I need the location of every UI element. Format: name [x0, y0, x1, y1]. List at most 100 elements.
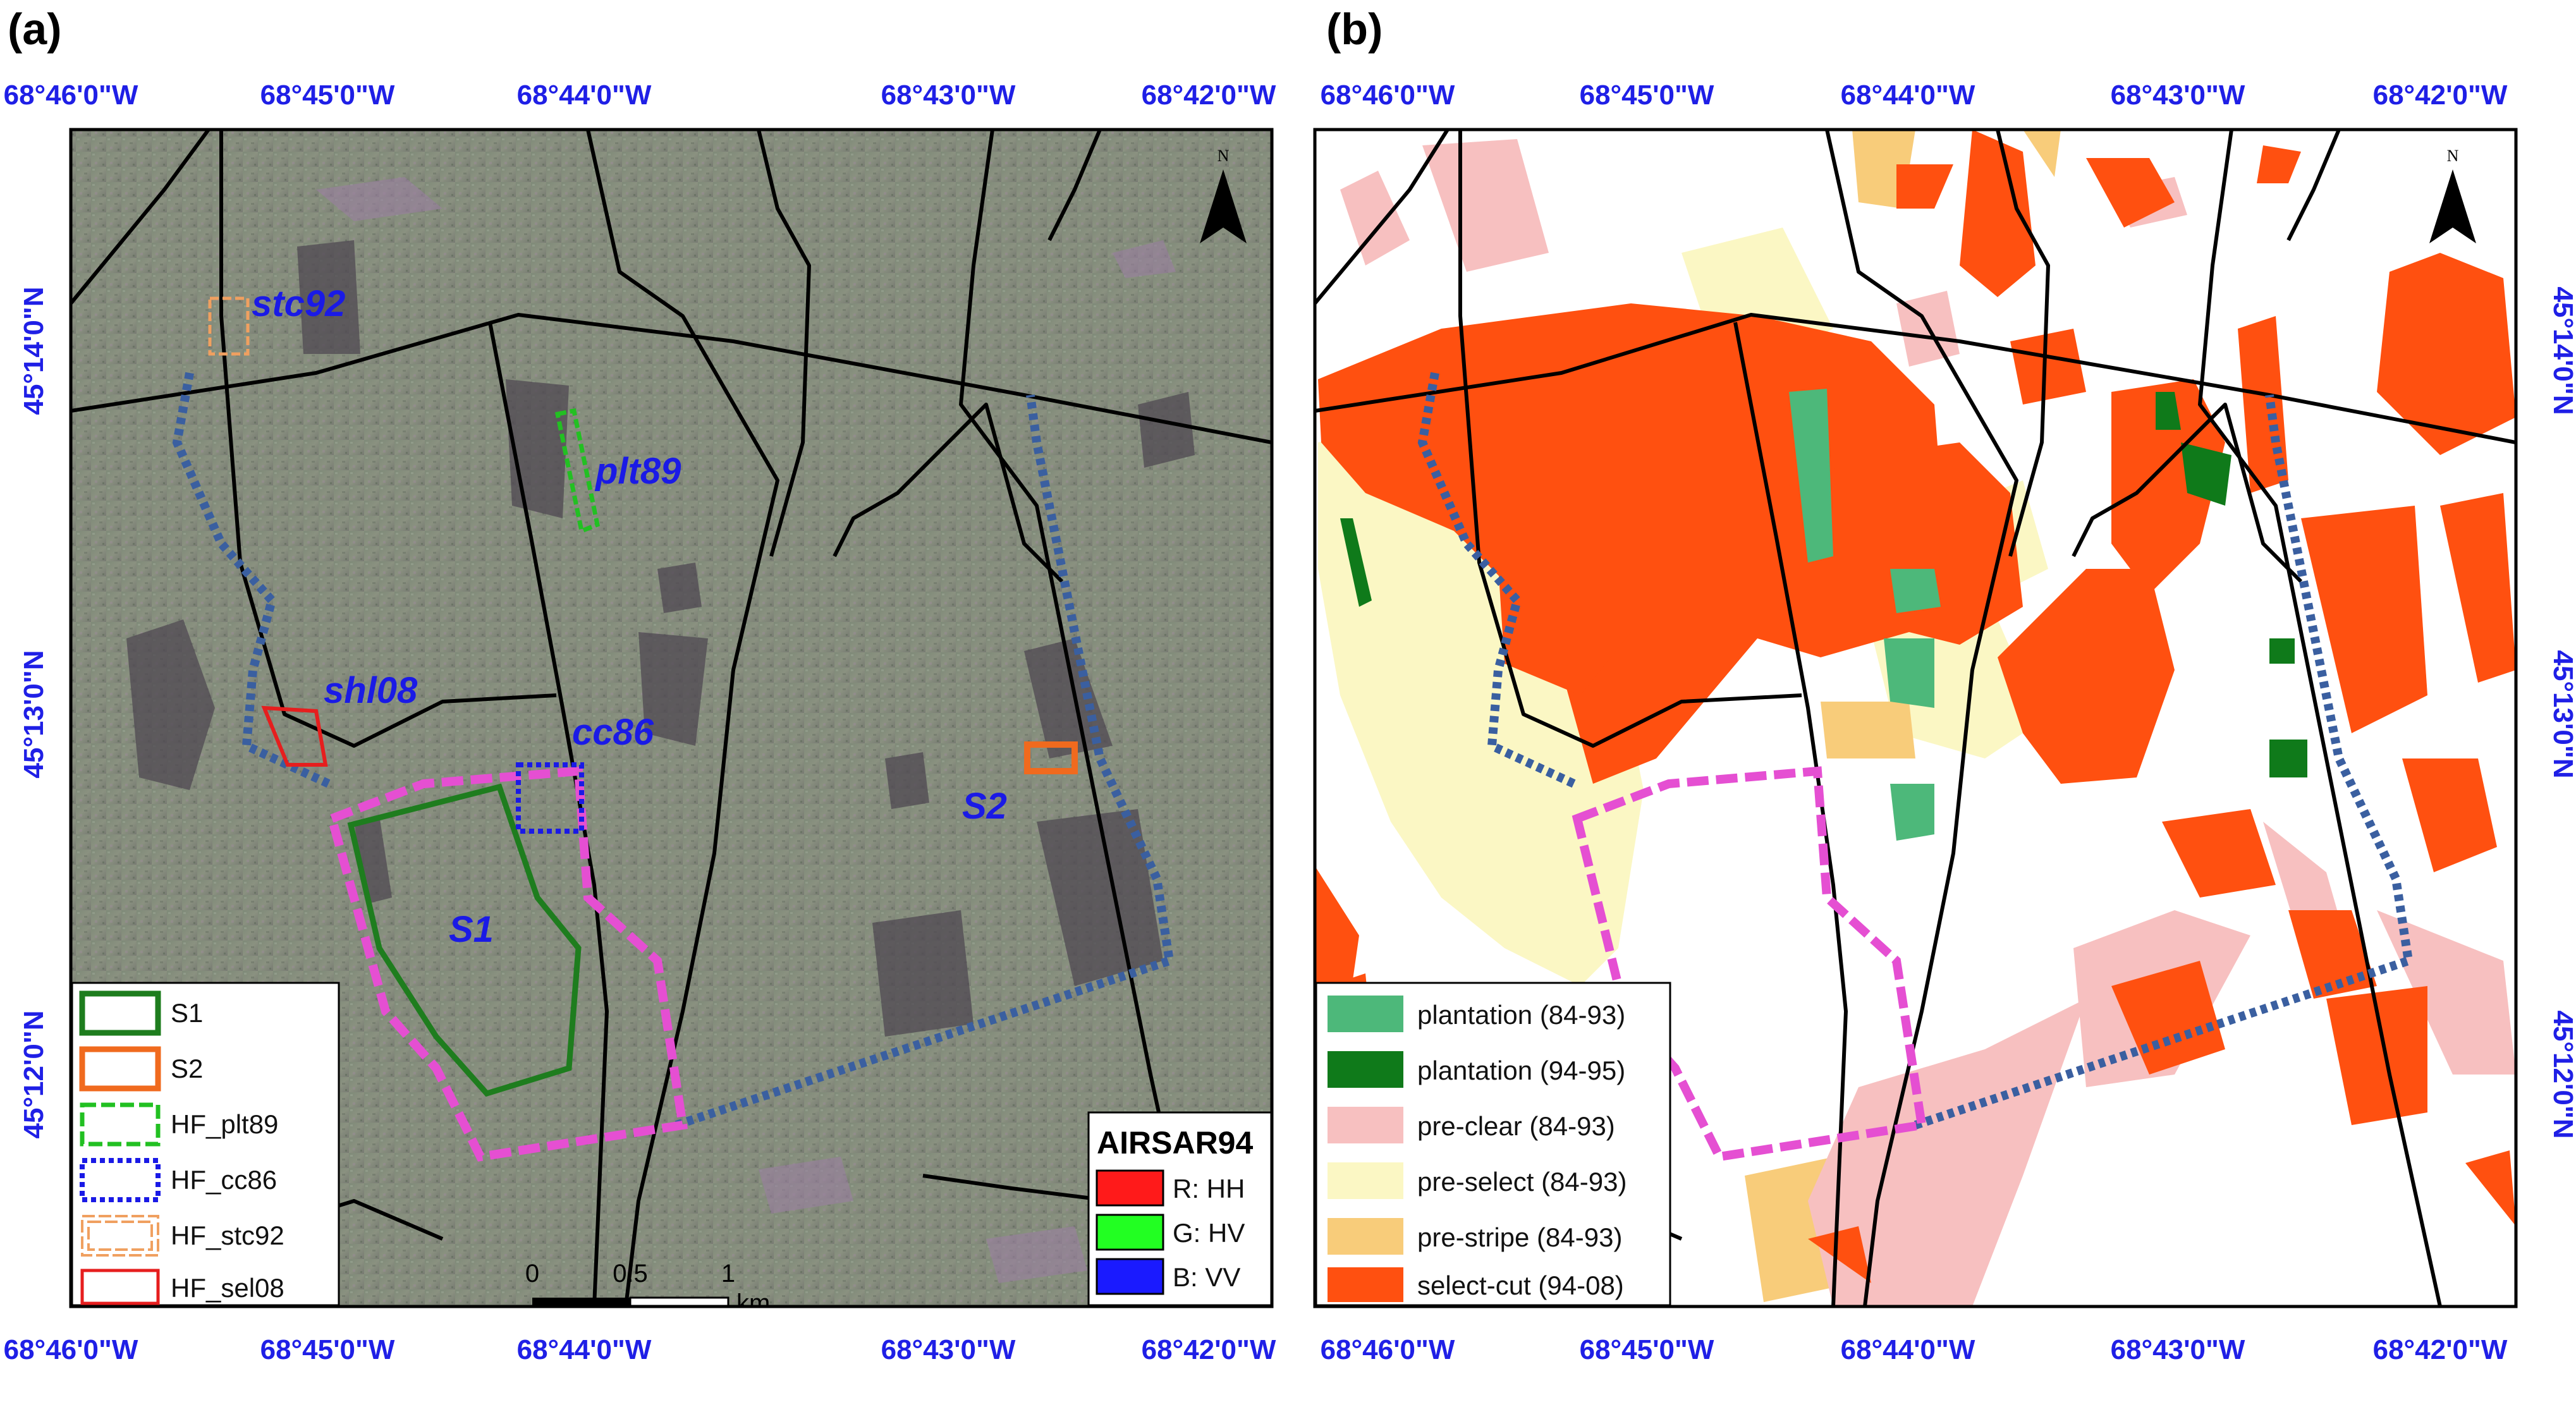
- right-tick: 45°14'0"N: [2548, 286, 2576, 415]
- site-label-plt89: plt89: [594, 451, 681, 492]
- plt89-polygon: [554, 408, 601, 534]
- legend-item: S1: [79, 990, 203, 1036]
- svg-text:G: HV: G: HV: [1173, 1218, 1245, 1248]
- left-tick: 45°14'0"N: [18, 286, 49, 415]
- svg-text:HF_plt89: HF_plt89: [171, 1109, 278, 1139]
- site-label-s2: S2: [962, 786, 1007, 827]
- site-label-shl08: shl08: [324, 670, 418, 711]
- bottom-tick: 68°44'0"W: [1841, 1334, 1975, 1365]
- panel-a-label: (a): [8, 4, 62, 54]
- scale-bar: 0 0.5 1 km: [525, 1260, 770, 1317]
- bottom-tick: 68°46'0"W: [1321, 1334, 1455, 1365]
- legend-item: plantation (94-95): [1328, 1051, 1625, 1088]
- right-tick: 45°12'0"N: [2548, 1010, 2576, 1138]
- panel-b-frame: [1313, 128, 2518, 1308]
- panel-a-frame: [69, 128, 1274, 1308]
- legend-item: pre-clear (84-93): [1328, 1107, 1615, 1143]
- top-tick: 68°45'0"W: [1580, 80, 1714, 111]
- stc92-polygon: [208, 296, 250, 356]
- svg-text:B: VV: B: VV: [1173, 1262, 1240, 1292]
- bottom-tick: 68°42'0"W: [1142, 1334, 1276, 1365]
- bottom-tick: 68°46'0"W: [4, 1334, 138, 1365]
- legend-item: plantation (84-93): [1328, 996, 1625, 1032]
- top-tick: 68°46'0"W: [1321, 80, 1455, 111]
- svg-text:S1: S1: [171, 998, 203, 1028]
- top-tick: 68°43'0"W: [2111, 80, 2245, 111]
- panel-a-left-ticks: 45°14'0"N 45°13'0"N 45°12'0"N: [18, 286, 49, 1138]
- legend-item: HF_stc92: [81, 1215, 284, 1257]
- svg-text:km: km: [736, 1289, 770, 1317]
- svg-text:0: 0: [525, 1260, 539, 1288]
- cc86-polygon: [516, 762, 584, 834]
- bottom-tick: 68°45'0"W: [260, 1334, 395, 1365]
- plantation-84-93-areas: [1789, 389, 1941, 841]
- site-label-cc86: cc86: [572, 712, 654, 753]
- svg-text:S2: S2: [171, 1054, 203, 1083]
- s1-hf-boundary: [326, 766, 688, 1162]
- svg-text:pre-select (84-93): pre-select (84-93): [1417, 1167, 1627, 1197]
- panel-a: (a) 68°46'0"W 68°45'0"W 68°44'0"W 68°43'…: [4, 4, 1276, 1365]
- panel-a-bottom-ticks: 68°46'0"W 68°45'0"W 68°44'0"W 68°43'0"W …: [4, 1334, 1276, 1365]
- legend-item: select-cut (94-08): [1328, 1267, 1624, 1302]
- svg-text:HF_cc86: HF_cc86: [171, 1165, 277, 1195]
- panel-a-top-ticks: 68°46'0"W 68°45'0"W 68°44'0"W 68°43'0"W …: [4, 80, 1276, 111]
- site-label-s1: S1: [449, 909, 494, 950]
- svg-text:plantation (94-95): plantation (94-95): [1417, 1056, 1625, 1085]
- magenta-patches: [316, 177, 1176, 1283]
- top-tick: 68°46'0"W: [4, 80, 138, 111]
- svg-text:plantation (84-93): plantation (84-93): [1417, 1000, 1625, 1030]
- svg-text:R: HH: R: HH: [1173, 1174, 1245, 1203]
- bottom-tick: 68°44'0"W: [517, 1334, 652, 1365]
- panel-b-right-ticks: 45°14'0"N 45°13'0"N 45°12'0"N: [2548, 286, 2576, 1138]
- bottom-tick: 68°42'0"W: [2373, 1334, 2508, 1365]
- left-tick: 45°13'0"N: [18, 650, 49, 778]
- legend-item: pre-select (84-93): [1328, 1162, 1627, 1199]
- north-arrow-icon: N: [2429, 147, 2476, 243]
- top-tick: 68°44'0"W: [517, 80, 652, 111]
- svg-text:HF_sel08: HF_sel08: [171, 1273, 284, 1303]
- panel-a-map: stc92 plt89 shl08 cc86 S2 S1 N S1 S2: [71, 130, 1272, 1317]
- airsar-legend: AIRSAR94 R: HH G: HV B: VV: [1087, 1111, 1272, 1306]
- study-boundary: [1417, 372, 2414, 1130]
- panel-b-map: N plantation (84-93) plantation (94-95) …: [1315, 130, 2516, 1306]
- panel-b-legend: plantation (84-93) plantation (94-95) pr…: [1315, 982, 1671, 1306]
- svg-text:1: 1: [721, 1260, 735, 1288]
- right-tick: 45°13'0"N: [2548, 650, 2576, 778]
- north-arrow-icon: N: [1200, 147, 1247, 243]
- plantation-94-95-areas: [1340, 392, 2307, 777]
- legend-item: HF_cc86: [80, 1158, 277, 1202]
- legend-item: HF_sel08: [80, 1269, 284, 1305]
- svg-text:0.5: 0.5: [613, 1260, 648, 1288]
- svg-text:HF_stc92: HF_stc92: [171, 1221, 284, 1250]
- svg-text:select-cut (94-08): select-cut (94-08): [1417, 1270, 1624, 1300]
- svg-text:pre-stripe (84-93): pre-stripe (84-93): [1417, 1222, 1622, 1252]
- s2-polygon: [1024, 741, 1078, 774]
- roads: [71, 130, 1272, 1306]
- bottom-tick: 68°43'0"W: [881, 1334, 1016, 1365]
- select-cut-areas: [1315, 130, 2516, 1283]
- left-tick: 45°12'0"N: [18, 1010, 49, 1138]
- svg-text:pre-clear (84-93): pre-clear (84-93): [1417, 1111, 1615, 1141]
- panel-b-top-ticks: 68°46'0"W 68°45'0"W 68°44'0"W 68°43'0"W …: [1321, 80, 2508, 111]
- sel08-polygon: [261, 705, 328, 767]
- top-tick: 68°44'0"W: [1841, 80, 1975, 111]
- panel-b: (b) 68°46'0"W 68°45'0"W 68°44'0"W 68°43'…: [1313, 4, 2576, 1365]
- legend-item: pre-stripe (84-93): [1328, 1218, 1622, 1255]
- top-tick: 68°42'0"W: [2373, 80, 2508, 111]
- svg-text:N: N: [1218, 147, 1230, 165]
- panel-b-label: (b): [1326, 4, 1383, 54]
- panel-a-legend: S1 S2 HF_plt89 HF_cc86 HF_stc92: [71, 982, 340, 1306]
- svg-text:AIRSAR94: AIRSAR94: [1097, 1125, 1253, 1160]
- panel-b-bottom-ticks: 68°46'0"W 68°45'0"W 68°44'0"W 68°43'0"W …: [1321, 1334, 2508, 1365]
- legend-item: HF_plt89: [80, 1102, 278, 1147]
- svg-text:N: N: [2447, 147, 2459, 165]
- bottom-tick: 68°45'0"W: [1580, 1334, 1714, 1365]
- top-tick: 68°43'0"W: [881, 80, 1016, 111]
- top-tick: 68°42'0"W: [1142, 80, 1276, 111]
- bottom-tick: 68°43'0"W: [2111, 1334, 2245, 1365]
- site-label-stc92: stc92: [252, 283, 345, 324]
- s1-polygon: [347, 783, 582, 1097]
- study-boundary: [172, 372, 1175, 1130]
- legend-item: S2: [79, 1046, 203, 1092]
